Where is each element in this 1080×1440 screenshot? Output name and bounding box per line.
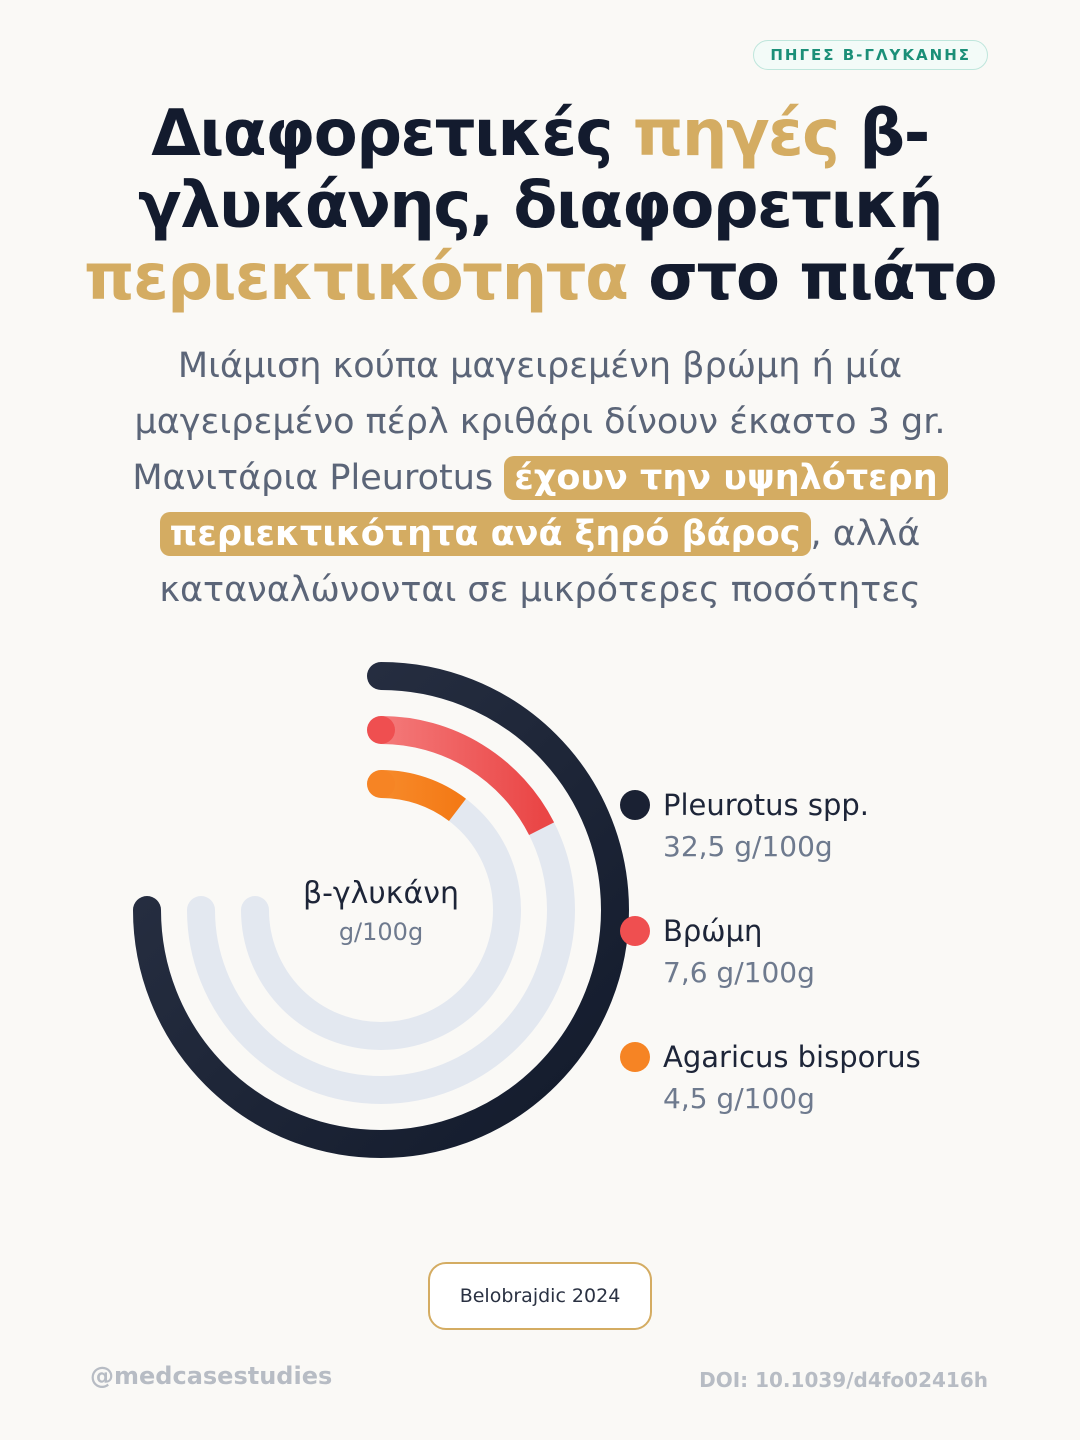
- legend-dot-dark: [620, 790, 650, 820]
- ring-bar-2: [380, 716, 555, 836]
- radial-bar-chart: [133, 662, 629, 1158]
- legend-dot-orange: [620, 1042, 650, 1072]
- topic-badge: ΠΗΓΕΣ Β-ΓΛΥΚΑΝΗΣ: [753, 40, 988, 70]
- author-handle: @medcasestudies: [90, 1362, 333, 1390]
- legend-name: Βρώμη: [663, 914, 763, 948]
- title-highlight-1: πηγές: [632, 97, 840, 171]
- ring-bar-cap-2: [367, 716, 395, 744]
- title-part-3: στο πιάτο: [627, 241, 997, 315]
- legend-name: Pleurotus spp.: [663, 788, 870, 822]
- legend-value: 32,5 g/100g: [663, 830, 833, 863]
- legend-name: Agaricus bisporus: [663, 1040, 921, 1074]
- legend-value: 7,6 g/100g: [663, 956, 815, 989]
- subtitle-part-2: , αλλά καταναλώνονται σε μικρότερες ποσό…: [159, 514, 921, 610]
- source-citation: Belobrajdic 2024: [428, 1262, 652, 1330]
- title-part-1: Διαφορετικές: [151, 97, 633, 171]
- title-part-2: β-γλυκάνης, διαφορετική: [137, 97, 944, 243]
- chart-center-unit: g/100g: [338, 918, 424, 946]
- subtitle: Μιάμιση κούπα μαγειρεμένη βρώμη ή μία μα…: [80, 338, 1000, 618]
- legend-dot-red: [620, 916, 650, 946]
- ring-bar-1: [133, 662, 629, 1158]
- legend-value: 4,5 g/100g: [663, 1082, 815, 1115]
- chart-center-label: β-γλυκάνη: [302, 876, 460, 911]
- ring-track: [241, 770, 521, 1050]
- ring-bar-cap-3: [367, 770, 395, 798]
- subtitle-part-1: Μιάμιση κούπα μαγειρεμένη βρώμη ή μία μα…: [132, 346, 946, 498]
- doi-label: DOI: 10.1039/d4fo02416h: [699, 1368, 988, 1392]
- title-highlight-2: περιεκτικότητα: [83, 241, 629, 315]
- page-title: Διαφορετικές πηγές β-γλυκάνης, διαφορετι…: [60, 98, 1020, 314]
